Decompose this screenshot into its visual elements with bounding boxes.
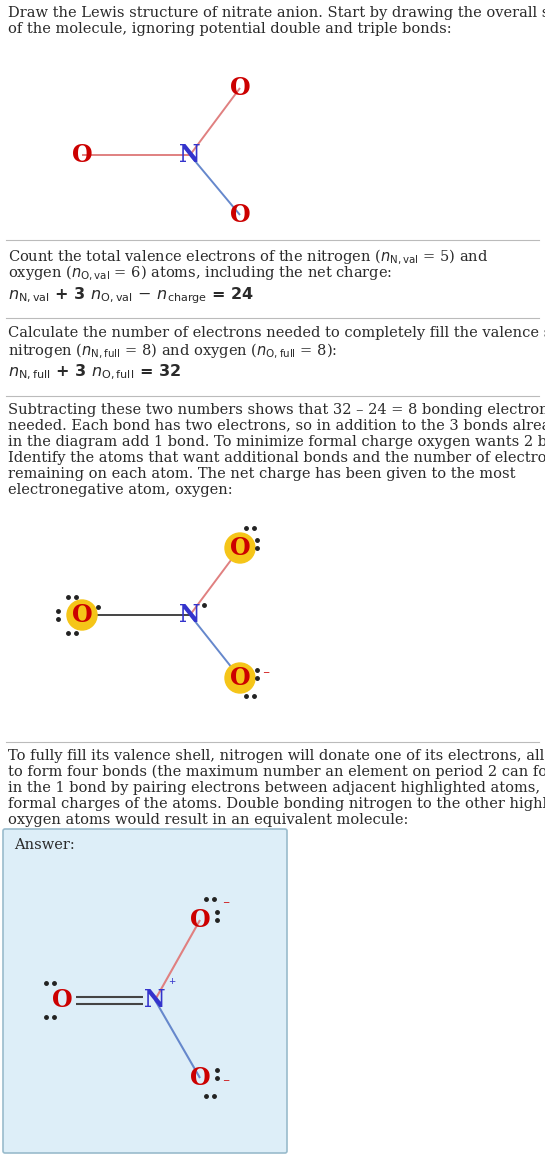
Text: O: O: [229, 536, 250, 560]
Text: Subtracting these two numbers shows that 32 – 24 = 8 bonding electrons are: Subtracting these two numbers shows that…: [8, 403, 545, 417]
Text: formal charges of the atoms. Double bonding nitrogen to the other highlighted: formal charges of the atoms. Double bond…: [8, 798, 545, 812]
Text: $n_{\mathrm{N,full}}$ + 3 $n_{\mathrm{O,full}}$ = 32: $n_{\mathrm{N,full}}$ + 3 $n_{\mathrm{O,…: [8, 363, 181, 382]
Text: O: O: [229, 666, 250, 690]
Text: O: O: [72, 603, 92, 627]
FancyBboxPatch shape: [3, 829, 287, 1153]
Circle shape: [67, 600, 97, 630]
Text: oxygen atoms would result in an equivalent molecule:: oxygen atoms would result in an equivale…: [8, 813, 408, 827]
Text: N: N: [179, 603, 201, 627]
Text: remaining on each atom. The net charge has been given to the most: remaining on each atom. The net charge h…: [8, 468, 516, 482]
Text: of the molecule, ignoring potential double and triple bonds:: of the molecule, ignoring potential doub…: [8, 22, 452, 36]
Text: O: O: [229, 203, 250, 227]
Circle shape: [225, 663, 255, 693]
Text: needed. Each bond has two electrons, so in addition to the 3 bonds already prese: needed. Each bond has two electrons, so …: [8, 419, 545, 433]
Text: in the diagram add 1 bond. To minimize formal charge oxygen wants 2 bonds.: in the diagram add 1 bond. To minimize f…: [8, 435, 545, 449]
Text: Count the total valence electrons of the nitrogen ($n_{\mathrm{N,val}}$ = 5) and: Count the total valence electrons of the…: [8, 248, 488, 267]
Text: $^{+}$: $^{+}$: [168, 977, 177, 990]
Text: Calculate the number of electrons needed to completely fill the valence shells f: Calculate the number of electrons needed…: [8, 326, 545, 340]
Text: N: N: [144, 988, 166, 1012]
Text: $^{-}$: $^{-}$: [222, 899, 231, 913]
Text: O: O: [190, 1066, 210, 1090]
Text: electronegative atom, oxygen:: electronegative atom, oxygen:: [8, 483, 233, 497]
Text: $^{-}$: $^{-}$: [222, 1077, 231, 1090]
Text: Answer:: Answer:: [14, 838, 75, 852]
Text: O: O: [52, 988, 72, 1012]
Text: O: O: [229, 76, 250, 100]
Text: to form four bonds (the maximum number an element on period 2 can form). Fill: to form four bonds (the maximum number a…: [8, 765, 545, 779]
Text: Identify the atoms that want additional bonds and the number of electrons: Identify the atoms that want additional …: [8, 451, 545, 465]
Text: $^{-}$: $^{-}$: [262, 669, 270, 682]
Text: nitrogen ($n_{\mathrm{N,full}}$ = 8) and oxygen ($n_{\mathrm{O,full}}$ = 8):: nitrogen ($n_{\mathrm{N,full}}$ = 8) and…: [8, 342, 337, 361]
Text: oxygen ($n_{\mathrm{O,val}}$ = 6) atoms, including the net charge:: oxygen ($n_{\mathrm{O,val}}$ = 6) atoms,…: [8, 264, 392, 283]
Text: O: O: [72, 143, 92, 167]
Text: Draw the Lewis structure of nitrate anion. Start by drawing the overall structur: Draw the Lewis structure of nitrate anio…: [8, 6, 545, 20]
Text: N: N: [179, 143, 201, 167]
Text: $n_{\mathrm{N,val}}$ + 3 $n_{\mathrm{O,val}}$ $-$ $n_{\mathrm{charge}}$ = 24: $n_{\mathrm{N,val}}$ + 3 $n_{\mathrm{O,v…: [8, 285, 254, 305]
Text: To fully fill its valence shell, nitrogen will donate one of its electrons, allo: To fully fill its valence shell, nitroge…: [8, 749, 545, 763]
Circle shape: [225, 533, 255, 563]
Text: in the 1 bond by pairing electrons between adjacent highlighted atoms, noting th: in the 1 bond by pairing electrons betwe…: [8, 781, 545, 795]
Text: O: O: [190, 908, 210, 932]
